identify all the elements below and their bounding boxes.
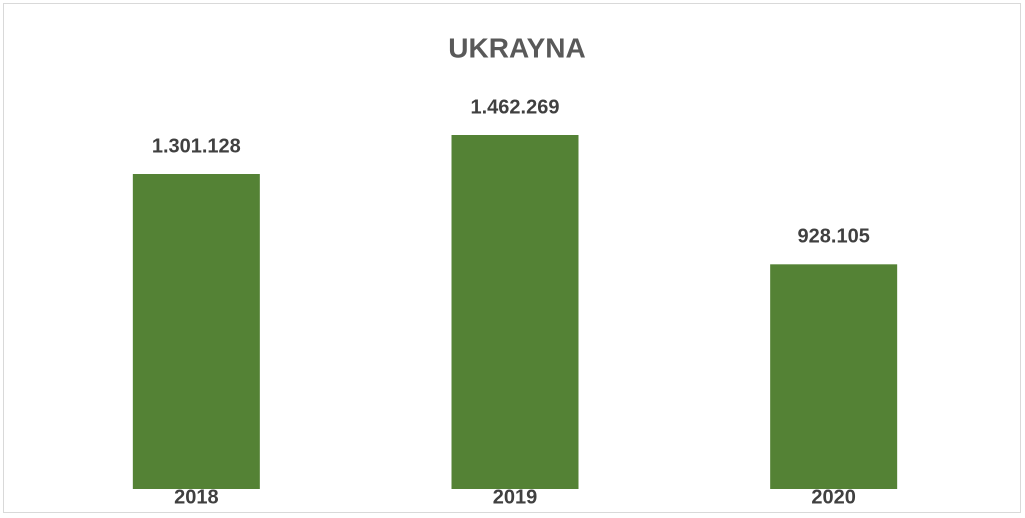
- chart-title: UKRAYNA: [448, 32, 585, 63]
- x-tick-label: 2019: [493, 486, 538, 508]
- bar: [132, 174, 260, 489]
- bar: [451, 135, 579, 489]
- value-label: 1.301.128: [152, 135, 241, 157]
- value-label: 1.462.269: [471, 96, 560, 118]
- x-tick-label: 2020: [811, 486, 856, 508]
- value-label: 928.105: [798, 226, 870, 248]
- bar: [770, 264, 898, 489]
- x-tick-label: 2018: [174, 486, 219, 508]
